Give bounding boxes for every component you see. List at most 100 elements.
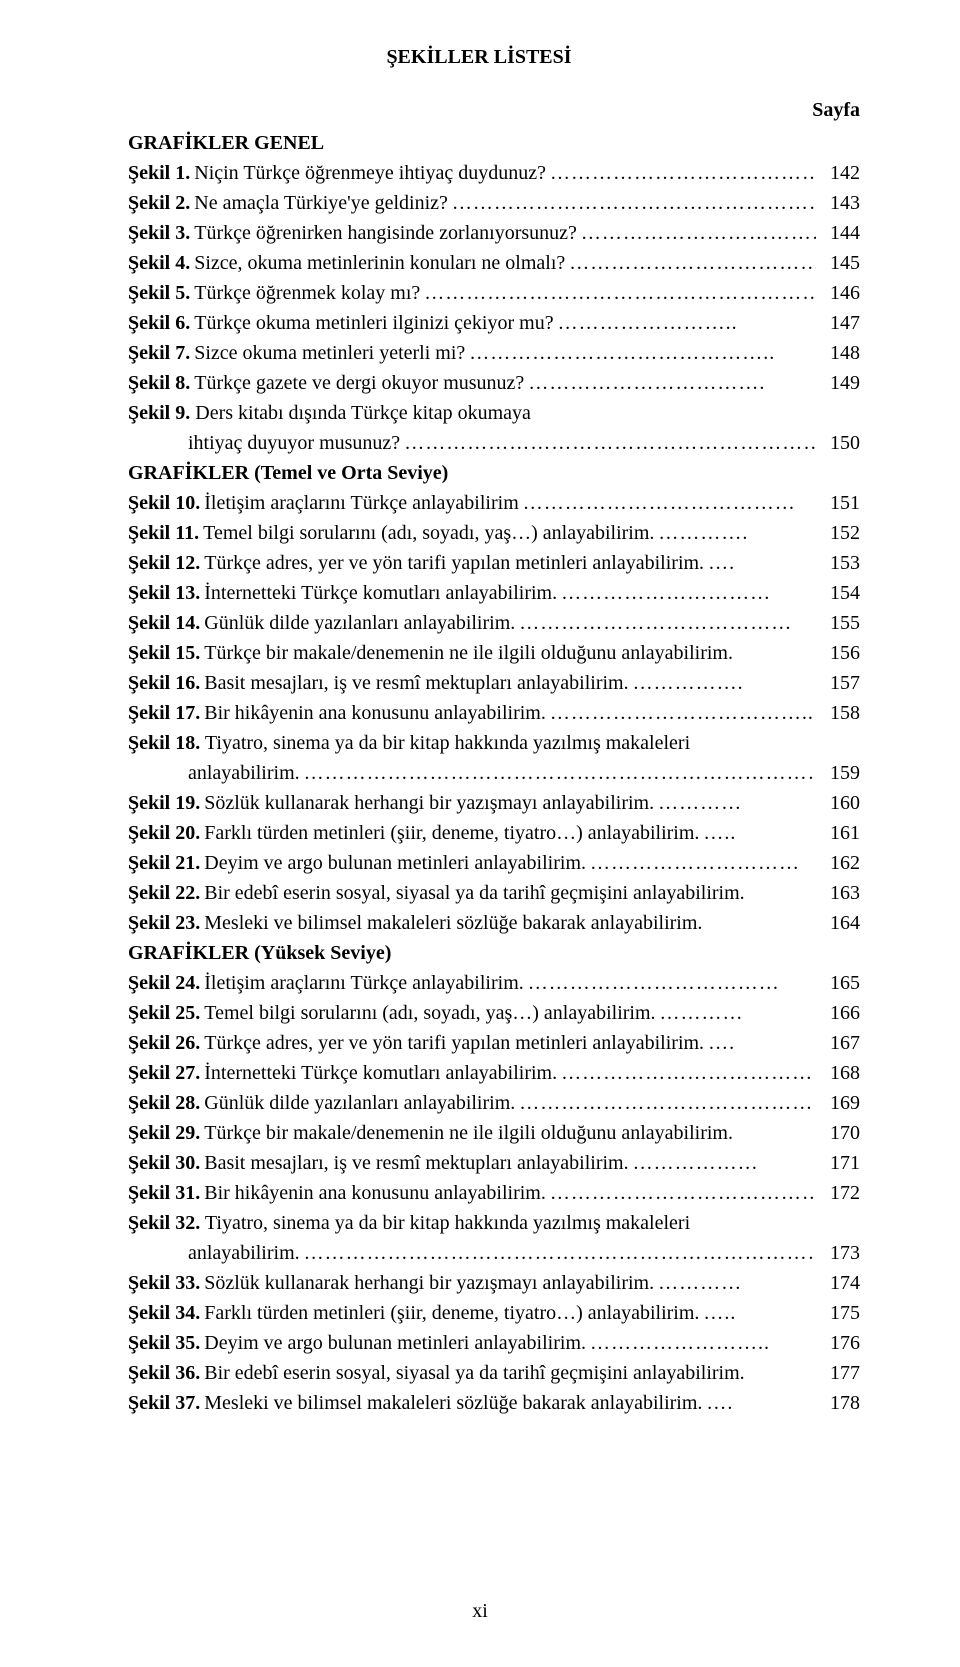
item-label: Şekil 24.: [128, 968, 200, 998]
item-text: İletişim araçlarını Türkçe anlayabilirim: [204, 488, 519, 518]
leader-dots: ……………………………………………………………………..: [304, 1238, 816, 1268]
page-number: 170: [820, 1118, 860, 1148]
leader-dots: ………………………………..: [550, 698, 816, 728]
item-text: Basit mesajları, iş ve resmî mektupları …: [204, 1148, 628, 1178]
leader-dots: …………….: [633, 668, 816, 698]
page-number: 175: [820, 1298, 860, 1328]
item-text: Türkçe adres, yer ve yön tarifi yapılan …: [204, 548, 704, 578]
toc-entry: Şekil 27. İnternetteki Türkçe komutları …: [128, 1058, 860, 1088]
page-number: 176: [820, 1328, 860, 1358]
item-label: Şekil 26.: [128, 1028, 200, 1058]
page-number: 156: [820, 638, 860, 668]
toc-entry: Şekil 11. Temel bilgi sorularını (adı, s…: [128, 518, 860, 548]
toc-entry: Şekil 34. Farklı türden metinleri (şiir,…: [128, 1298, 860, 1328]
leader-dots: ………………………………: [528, 968, 816, 998]
leader-dots: ………….: [658, 518, 816, 548]
item-text: Bir hikâyenin ana konusunu anlayabilirim…: [204, 698, 546, 728]
leader-dots: ………………: [633, 1148, 816, 1178]
page-number: 169: [820, 1088, 860, 1118]
leader-dots: …………………………: [561, 578, 816, 608]
toc-entry: Şekil 26. Türkçe adres, yer ve yön tarif…: [128, 1028, 860, 1058]
page-number: 142: [820, 158, 860, 188]
toc-entry: Şekil 25. Temel bilgi sorularını (adı, s…: [128, 998, 860, 1028]
section-header-advanced: GRAFİKLER (Yüksek Seviye): [128, 938, 860, 968]
item-text: Türkçe öğrenmek kolay mı?: [194, 278, 420, 308]
page-number: 165: [820, 968, 860, 998]
toc-entry: Şekil 23. Mesleki ve bilimsel makaleleri…: [128, 908, 860, 938]
leader-dots: …………………………………: [519, 608, 816, 638]
page-number: 162: [820, 848, 860, 878]
leader-dots: ………………………………………………………………………: [304, 758, 816, 788]
leader-dots: ….: [708, 548, 816, 578]
leader-dots: ……………………………………………………: [581, 218, 816, 248]
page-number: 151: [820, 488, 860, 518]
page-number: 152: [820, 518, 860, 548]
item-text: Temel bilgi sorularını (adı, soyadı, yaş…: [204, 998, 655, 1028]
item-text: Mesleki ve bilimsel makaleleri sözlüğe b…: [204, 908, 702, 938]
toc-entry: Şekil 3. Türkçe öğrenirken hangisinde zo…: [128, 218, 860, 248]
item-text: İnternetteki Türkçe komutları anlayabili…: [204, 1058, 557, 1088]
leader-dots: ……………………………………………………: [452, 188, 816, 218]
toc-entry: Şekil 12. Türkçe adres, yer ve yön tarif…: [128, 548, 860, 578]
item-label: Şekil 30.: [128, 1148, 200, 1178]
page-number: 155: [820, 608, 860, 638]
item-text-continuation: ihtiyaç duyuyor musunuz?: [188, 428, 400, 458]
toc-entry-multiline: Şekil 9. Ders kitabı dışında Türkçe kita…: [128, 398, 860, 458]
page-number: 144: [820, 218, 860, 248]
page-footer: xi: [0, 1600, 960, 1623]
item-text-continuation: anlayabilirim.: [188, 758, 300, 788]
item-text: Basit mesajları, iş ve resmî mektupları …: [204, 668, 628, 698]
page-number: 146: [820, 278, 860, 308]
toc-entry: Şekil 4. Sizce, okuma metinlerinin konul…: [128, 248, 860, 278]
page-title: ŞEKİLLER LİSTESİ: [128, 46, 860, 69]
page-number: 148: [820, 338, 860, 368]
toc-entry: Şekil 33. Sözlük kullanarak herhangi bir…: [128, 1268, 860, 1298]
leader-dots: …………………………………………………………..: [424, 278, 816, 308]
leader-dots: ……………………………………………………: [404, 428, 816, 458]
item-text: Deyim ve argo bulunan metinleri anlayabi…: [204, 848, 586, 878]
item-text: Tiyatro, sinema ya da bir kitap hakkında…: [205, 1212, 690, 1234]
toc-entry: Şekil 10. İletişim araçlarını Türkçe anl…: [128, 488, 860, 518]
item-text: Mesleki ve bilimsel makaleleri sözlüğe b…: [204, 1388, 702, 1418]
page-number: 161: [820, 818, 860, 848]
page-number: 145: [820, 248, 860, 278]
item-text-continuation: anlayabilirim.: [188, 1238, 300, 1268]
page-number: 157: [820, 668, 860, 698]
toc-entry: Şekil 24. İletişim araçlarını Türkçe anl…: [128, 968, 860, 998]
page-number: 166: [820, 998, 860, 1028]
toc-entry-multiline: Şekil 18. Tiyatro, sinema ya da bir kita…: [128, 728, 860, 788]
page-number: 167: [820, 1028, 860, 1058]
toc-entry: Şekil 28. Günlük dilde yazılanları anlay…: [128, 1088, 860, 1118]
page-number: 171: [820, 1148, 860, 1178]
item-label: Şekil 17.: [128, 698, 200, 728]
toc-entry: Şekil 13. İnternetteki Türkçe komutları …: [128, 578, 860, 608]
section-header-general: GRAFİKLER GENEL: [128, 128, 860, 158]
item-label: Şekil 6.: [128, 308, 190, 338]
item-text: Sizce okuma metinleri yeterli mi?: [194, 338, 465, 368]
page-number: 154: [820, 578, 860, 608]
item-label: Şekil 23.: [128, 908, 200, 938]
page-column-header: Sayfa: [128, 99, 860, 122]
page-number: 178: [820, 1388, 860, 1418]
item-label: Şekil 37.: [128, 1388, 200, 1418]
toc-entry: Şekil 37. Mesleki ve bilimsel makaleleri…: [128, 1388, 860, 1418]
item-text: Sözlük kullanarak herhangi bir yazışmayı…: [204, 788, 654, 818]
leader-dots: ….: [706, 1388, 816, 1418]
leader-dots: …..: [703, 818, 816, 848]
item-text: Bir hikâyenin ana konusunu anlayabilirim…: [204, 1178, 546, 1208]
item-text: İletişim araçlarını Türkçe anlayabilirim…: [204, 968, 524, 998]
toc-entry: Şekil 19. Sözlük kullanarak herhangi bir…: [128, 788, 860, 818]
item-label: Şekil 29.: [128, 1118, 200, 1148]
item-text: Niçin Türkçe öğrenmeye ihtiyaç duydunuz?: [194, 158, 546, 188]
item-label: Şekil 11.: [128, 518, 199, 548]
toc-entry: Şekil 8. Türkçe gazete ve dergi okuyor m…: [128, 368, 860, 398]
item-text: Tiyatro, sinema ya da bir kitap hakkında…: [205, 732, 690, 754]
leader-dots: …………………………: [590, 848, 816, 878]
item-label: Şekil 15.: [128, 638, 200, 668]
item-label: Şekil 1.: [128, 158, 190, 188]
leader-dots: …………………………………..: [550, 1178, 816, 1208]
item-label: Şekil 14.: [128, 608, 200, 638]
leader-dots: ……………………………………………………: [569, 248, 816, 278]
item-label: Şekil 33.: [128, 1268, 200, 1298]
toc-entry: Şekil 29. Türkçe bir makale/denemenin ne…: [128, 1118, 860, 1148]
